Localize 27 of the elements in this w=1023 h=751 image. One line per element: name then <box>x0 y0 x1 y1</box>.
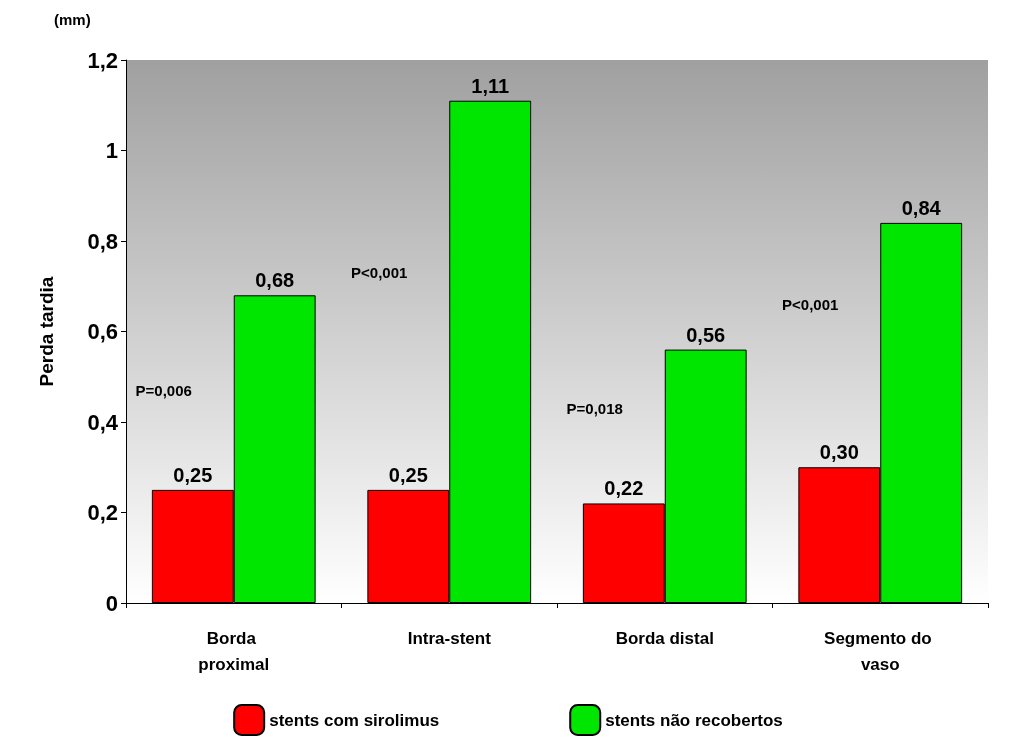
annotation: P=0,006 <box>135 381 192 399</box>
y-axis-title: Perda tardia <box>36 276 57 387</box>
data-label: 1,11 <box>471 74 510 97</box>
y-tick-label: 0,2 <box>87 500 118 525</box>
x-tick-label: Borda proximal <box>198 628 270 674</box>
data-label: 0,30 <box>819 441 859 464</box>
data-label: 0,25 <box>173 463 213 486</box>
text: (mm) <box>54 11 91 28</box>
x-tick-label: Borda distal <box>615 628 714 648</box>
annotation: P<0,001 <box>782 295 839 313</box>
y-tick-label: 0,6 <box>87 319 118 344</box>
annotation: P=0,018 <box>566 399 623 417</box>
annotation: P<0,001 <box>351 264 408 282</box>
y-tick-label: 0,8 <box>87 228 118 254</box>
data-label: 0,68 <box>255 269 295 292</box>
x-tick-label: Segmento do vaso <box>824 628 937 674</box>
x-tick-label: Intra-stent <box>407 628 492 648</box>
y-tick-label: 1 <box>105 138 118 163</box>
legend-label: stents não recobertos <box>605 710 783 730</box>
data-label: 0,56 <box>686 323 726 346</box>
y-tick-label: 1,2 <box>87 47 118 73</box>
legend-label: stents com sirolimus <box>269 710 440 730</box>
data-label: 0,25 <box>388 463 428 486</box>
data-label: 0,22 <box>604 477 644 500</box>
y-tick-label: 0 <box>105 590 118 616</box>
y-tick-label: 0,4 <box>87 409 119 435</box>
data-label: 0,84 <box>901 196 942 219</box>
